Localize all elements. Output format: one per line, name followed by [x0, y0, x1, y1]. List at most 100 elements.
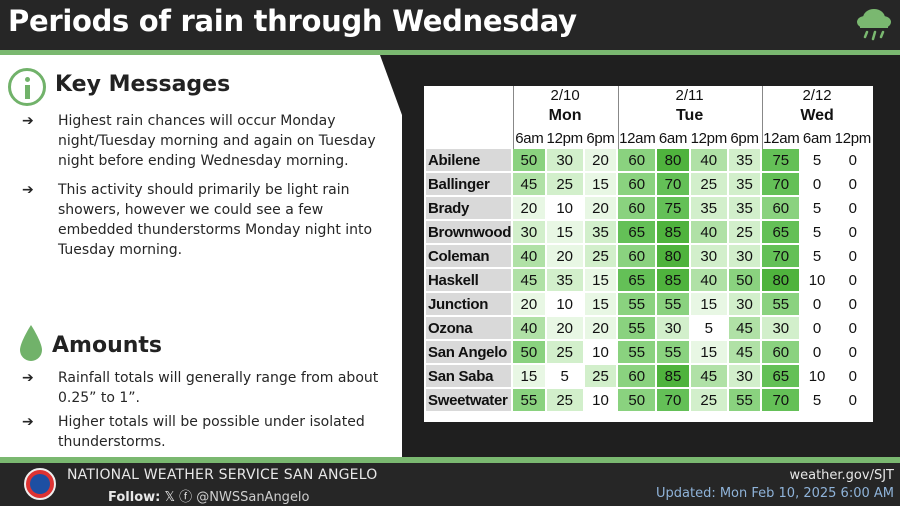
rain-chance-cell: 60 — [618, 173, 656, 197]
table-row: Coleman 40 20 25 60 80 30 30 70 5 0 — [426, 245, 871, 269]
rain-chance-cell: 65 — [762, 365, 800, 389]
rain-chance-grid: 2/10 2/11 2/12 Mon Tue Wed 6am 12pm 6pm 12am 6am 12… — [424, 86, 873, 413]
rain-chance-cell: 55 — [657, 293, 689, 317]
rain-chance-cell: 35 — [584, 221, 617, 245]
rain-cloud-icon — [857, 9, 891, 41]
rain-chance-cell: 0 — [834, 341, 871, 365]
table-row: Brady 20 10 20 60 75 35 35 60 5 0 — [426, 197, 871, 221]
rain-chance-cell: 10 — [584, 341, 617, 365]
city-name: Junction — [426, 293, 512, 317]
rain-chance-cell: 55 — [762, 293, 800, 317]
city-name: Brady — [426, 197, 512, 221]
rain-chance-cell: 50 — [728, 269, 761, 293]
rain-chance-cell: 30 — [728, 245, 761, 269]
rain-chance-cell: 85 — [657, 269, 689, 293]
rain-chance-cell: 70 — [657, 173, 689, 197]
rain-chance-cell: 50 — [513, 341, 545, 365]
rain-chance-cell: 0 — [801, 341, 833, 365]
header-divider — [0, 50, 900, 55]
city-name: Coleman — [426, 245, 512, 269]
rain-chance-cell: 15 — [584, 269, 617, 293]
amounts-title: Amounts — [52, 333, 162, 358]
time-header: 6pm — [730, 129, 759, 147]
table-row: San Saba 15 5 25 60 85 45 30 65 10 0 — [426, 365, 871, 389]
arrow-icon: ➔ — [22, 182, 34, 198]
rain-chance-cell: 15 — [513, 365, 545, 389]
rain-chance-cell: 75 — [657, 197, 689, 221]
rain-chance-cell: 80 — [657, 245, 689, 269]
corner-cell — [426, 127, 511, 149]
table-row: Brownwood 30 15 35 65 85 40 25 65 5 0 — [426, 221, 871, 245]
rain-chance-cell: 55 — [657, 341, 689, 365]
rain-chance-cell: 10 — [546, 293, 583, 317]
rain-chance-cell: 55 — [618, 293, 656, 317]
rain-chance-cell: 0 — [834, 293, 871, 317]
city-name: Haskell — [426, 269, 512, 293]
website-link[interactable]: weather.gov/SJT — [789, 468, 894, 483]
footer-divider — [0, 457, 900, 463]
rain-chance-cell: 5 — [690, 317, 727, 341]
rain-chance-cell: 0 — [801, 293, 833, 317]
rain-chance-cell: 55 — [728, 389, 761, 413]
rain-chance-cell: 5 — [801, 389, 833, 413]
rain-chance-cell: 35 — [690, 197, 727, 221]
rain-chance-cell: 30 — [728, 365, 761, 389]
time-header: 12pm — [834, 129, 872, 147]
rain-chance-cell: 0 — [834, 389, 871, 413]
rain-chance-cell: 35 — [728, 197, 761, 221]
corner-cell — [426, 105, 511, 127]
list-item: ➔ This activity should primarily be light… — [22, 182, 373, 258]
rain-chance-cell: 45 — [513, 173, 545, 197]
rain-chance-cell: 30 — [513, 221, 545, 245]
rain-chance-cell: 5 — [801, 245, 833, 269]
rain-chance-cell: 60 — [618, 365, 656, 389]
table-row: Ozona 40 20 20 55 30 5 45 30 0 0 — [426, 317, 871, 341]
city-name: San Angelo — [426, 341, 512, 365]
arrow-icon: ➔ — [22, 414, 34, 430]
updated-timestamp: Updated: Mon Feb 10, 2025 6:00 AM — [656, 486, 894, 501]
social-handle[interactable]: @NWSSanAngelo — [196, 490, 310, 505]
rain-chance-cell: 70 — [762, 245, 800, 269]
rain-chance-cell: 55 — [618, 341, 656, 365]
rain-chance-cell: 10 — [584, 389, 617, 413]
page-title: Periods of rain through Wednesday — [8, 4, 577, 38]
rain-chance-cell: 5 — [801, 221, 833, 245]
rain-chance-cell: 60 — [618, 245, 656, 269]
rain-chance-cell: 20 — [584, 197, 617, 221]
rain-chance-cell: 20 — [584, 317, 617, 341]
facebook-icon[interactable]: ⓕ — [179, 490, 193, 505]
time-header: 12am — [762, 127, 800, 149]
rain-chance-cell: 0 — [834, 173, 871, 197]
rain-chance-cell: 60 — [618, 197, 656, 221]
rain-chance-cell: 30 — [546, 149, 583, 173]
rain-chance-cell: 0 — [834, 221, 871, 245]
rain-chance-cell: 20 — [546, 317, 583, 341]
rain-chance-cell: 5 — [801, 197, 833, 221]
rain-chance-cell: 70 — [762, 389, 800, 413]
key-messages-panel — [0, 55, 402, 457]
rain-chance-cell: 25 — [546, 341, 583, 365]
city-name: San Saba — [426, 365, 512, 389]
rain-chance-cell: 40 — [513, 245, 545, 269]
x-icon[interactable]: 𝕏 — [164, 490, 175, 505]
city-name: Abilene — [426, 149, 512, 173]
time-header: 12pm — [546, 129, 584, 147]
rain-chance-cell: 10 — [801, 365, 833, 389]
time-header: 12am — [618, 127, 656, 149]
day-date-header: 2/12 — [762, 86, 871, 105]
rain-chance-cell: 10 — [546, 197, 583, 221]
rain-chance-cell: 50 — [513, 149, 545, 173]
rain-chance-cell: 20 — [584, 149, 617, 173]
rain-chance-cell: 60 — [762, 341, 800, 365]
rain-chance-cell: 55 — [618, 317, 656, 341]
rain-chance-cell: 20 — [546, 245, 583, 269]
rain-chance-cell: 5 — [801, 149, 833, 173]
amounts-list: ➔ Rainfall totals will generally range fr… — [22, 368, 397, 456]
rain-chance-cell: 30 — [690, 245, 727, 269]
rain-chance-cell: 30 — [762, 317, 800, 341]
rain-chance-cell: 35 — [546, 269, 583, 293]
rain-chance-cell: 0 — [834, 269, 871, 293]
rain-chance-cell: 25 — [728, 221, 761, 245]
key-messages-list: ➔ Highest rain chances will occur Monday … — [22, 111, 392, 269]
day-name-header: Tue — [618, 105, 760, 127]
